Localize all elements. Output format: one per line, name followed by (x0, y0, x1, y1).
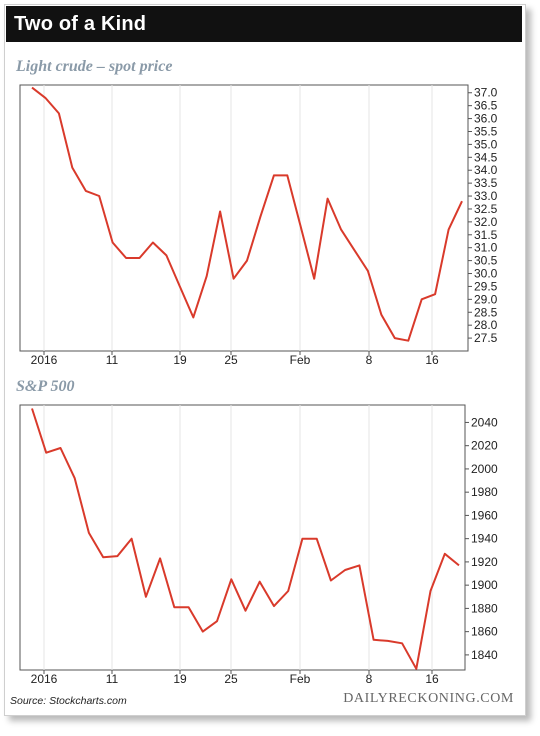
crude-series-line (31, 86, 463, 342)
sp500-y-tick-label: 1940 (471, 532, 498, 546)
page-title: Two of a Kind (14, 13, 147, 35)
crude-y-tick-label: 36.5 (474, 99, 498, 113)
sp500-x-tick-label: 8 (366, 672, 373, 686)
sp500-y-tick-label: 1980 (471, 485, 498, 499)
crude-y-tick-label: 27.5 (474, 331, 498, 345)
crude-y-tick-label: 28.0 (474, 318, 498, 332)
sp500-plot-area (19, 404, 466, 671)
sp500-y-tick-label: 2020 (471, 439, 498, 453)
chart-2-title: S&P 500 (16, 378, 75, 395)
crude-y-tick-label: 30.0 (474, 267, 498, 281)
crude-x-tick-label: 16 (425, 353, 439, 367)
crude-y-tick-label: 35.5 (474, 124, 498, 138)
sp500-y-tick-label: 2040 (471, 415, 498, 429)
sp500-x-tick-label: 19 (173, 672, 187, 686)
crude-y-tick-label: 33.0 (474, 189, 498, 203)
crude-y-tick-label: 31.0 (474, 241, 498, 255)
sp500-y-tick-label: 1840 (471, 648, 498, 662)
crude-x-tick-label: 8 (366, 353, 373, 367)
title-bar: Two of a Kind (6, 6, 522, 42)
sp500-x-tick-label: 16 (425, 672, 439, 686)
sp500-x-tick-label: 25 (224, 672, 238, 686)
sp500-x-tick-label: 11 (106, 672, 119, 686)
sp500-y-tick-label: 1920 (471, 555, 498, 569)
crude-y-tick-label: 33.5 (474, 176, 498, 190)
crude-y-tick-label: 31.5 (474, 228, 498, 242)
crude-y-tick-label: 34.5 (474, 150, 498, 164)
sp500-x-tick-label: Feb (290, 672, 311, 686)
crude-y-tick-label: 29.5 (474, 279, 498, 293)
crude-x-tick-label: 11 (106, 353, 119, 367)
brand-logo-text: DAILYRECKONING.COM (343, 691, 514, 706)
sp500-y-tick-label: 1880 (471, 601, 498, 615)
crude-x-tick-label: Feb (290, 353, 311, 367)
crude-y-tick-label: 35.0 (474, 137, 498, 151)
crude-y-tick-label: 37.0 (474, 86, 498, 100)
sp500-x-tick-label: 2016 (31, 672, 58, 686)
sp500-y-tick-label: 2000 (471, 462, 498, 476)
crude-y-tick-label: 29.0 (474, 292, 498, 306)
crude-plot-area (19, 84, 469, 352)
crude-y-tick-label: 30.5 (474, 254, 498, 268)
chart-1-title: Light crude – spot price (16, 58, 173, 75)
source-note: Source: Stockcharts.com (10, 695, 127, 707)
crude-y-tick-label: 32.0 (474, 215, 498, 229)
crude-y-tick-label: 36.0 (474, 112, 498, 126)
sp500-y-tick-label: 1900 (471, 578, 498, 592)
chart-frame (4, 4, 526, 716)
crude-y-tick-label: 28.5 (474, 305, 498, 319)
sp500-y-tick-label: 1960 (471, 508, 498, 522)
sp500-series-line (31, 408, 460, 670)
sp500-y-tick-label: 1860 (471, 625, 498, 639)
crude-x-tick-label: 25 (224, 353, 238, 367)
crude-x-tick-label: 19 (173, 353, 187, 367)
crude-y-tick-label: 34.0 (474, 163, 498, 177)
crude-x-tick-label: 2016 (31, 353, 58, 367)
crude-y-tick-label: 32.5 (474, 202, 498, 216)
